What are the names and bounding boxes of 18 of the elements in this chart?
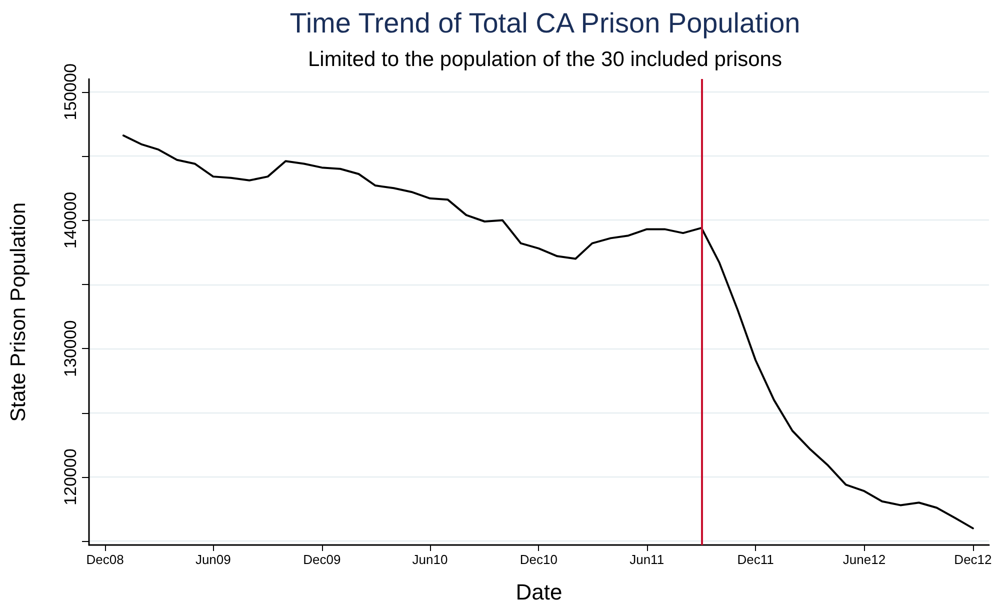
y-tick-label: 150000 xyxy=(61,63,80,120)
x-tick-label: June12 xyxy=(842,552,886,567)
y-tick-label: 120000 xyxy=(61,448,80,506)
x-tick-label: Jun10 xyxy=(412,552,448,567)
y-tick-label: 140000 xyxy=(61,192,80,249)
y-tick-label: 130000 xyxy=(61,320,80,377)
x-tick-label: Dec11 xyxy=(737,552,774,567)
chart-subtitle: Limited to the population of the 30 included prisons xyxy=(308,48,782,71)
x-tick-label: Dec09 xyxy=(303,552,341,567)
x-tick-label: Jun11 xyxy=(630,552,664,567)
y-axis-title: State Prison Population xyxy=(7,202,30,422)
x-axis-title: Date xyxy=(516,580,562,604)
x-tick-label: Dec10 xyxy=(520,552,558,567)
x-tick-label: Dec12 xyxy=(954,552,992,567)
line-series xyxy=(122,134,974,530)
chart-title: Time Trend of Total CA Prison Population xyxy=(290,8,800,38)
x-tick-label: Dec08 xyxy=(86,552,124,567)
x-tick-label: Jun09 xyxy=(195,552,231,567)
